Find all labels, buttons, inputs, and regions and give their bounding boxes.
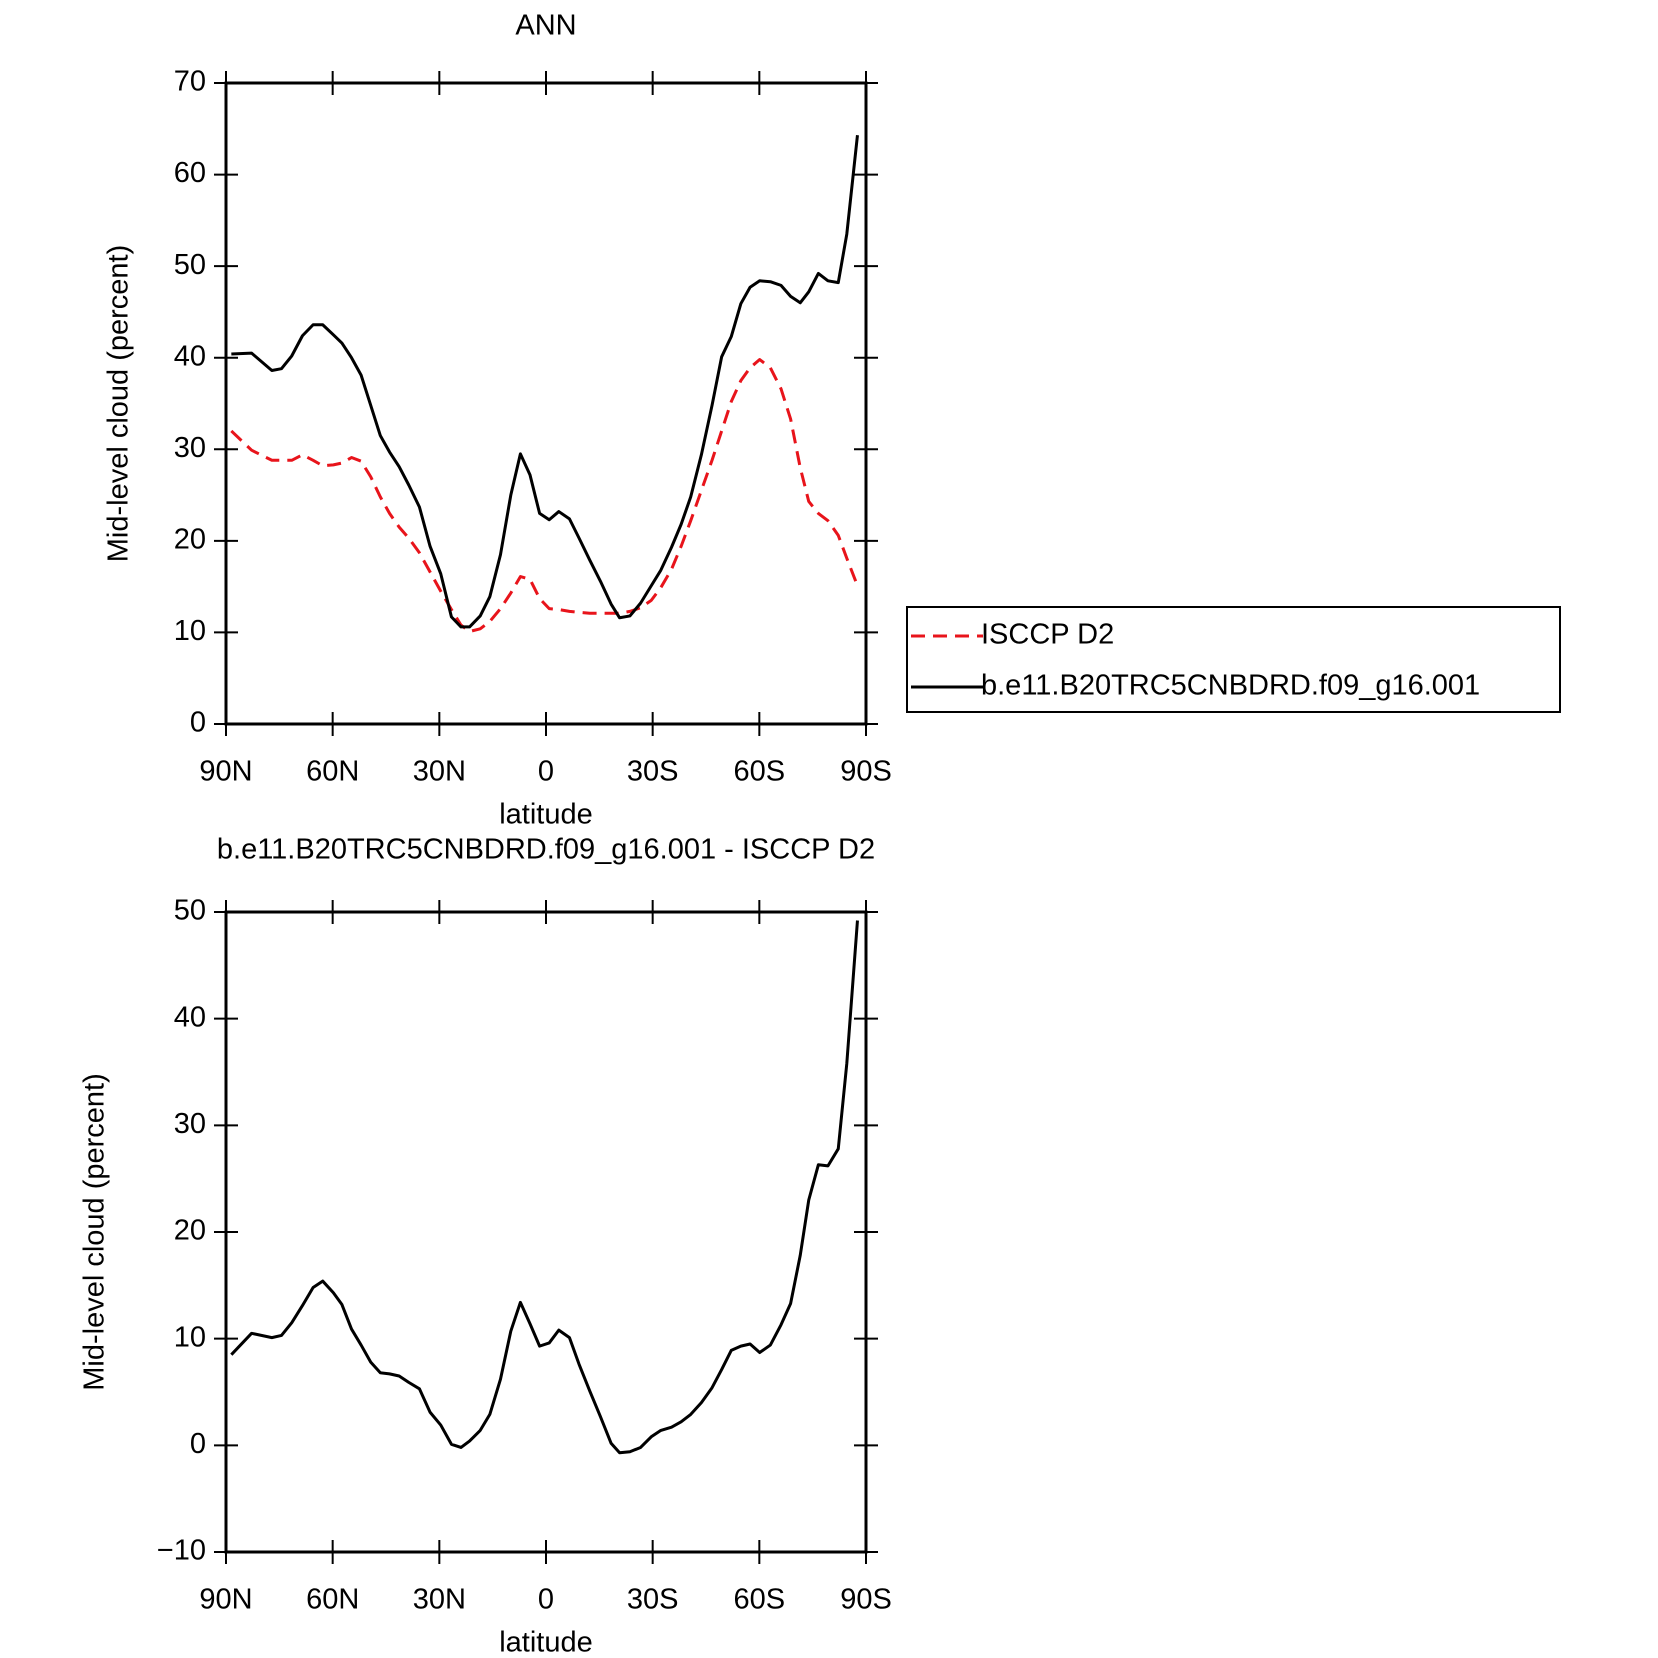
- y-tick-label: 60: [174, 157, 206, 189]
- chart-title: b.e11.B20TRC5CNBDRD.f09_g16.001 - ISCCP …: [217, 834, 875, 866]
- chart-title: ANN: [515, 10, 576, 42]
- data-line: [231, 135, 859, 629]
- plot-frame: [224, 910, 868, 1554]
- y-axis-label: Mid-level cloud (percent): [79, 1073, 111, 1391]
- x-tick-label: 90N: [199, 1584, 252, 1616]
- x-tick-label: 60S: [734, 1584, 786, 1616]
- y-tick-label: 40: [174, 1001, 206, 1033]
- y-tick-label: 70: [174, 66, 206, 98]
- plot-frame: [224, 81, 868, 726]
- y-tick-label: 50: [174, 249, 206, 281]
- y-tick-label: 0: [190, 707, 206, 739]
- y-tick-label: 20: [174, 1215, 206, 1247]
- x-tick-label: 30S: [627, 756, 679, 788]
- legend-box: [906, 606, 1561, 713]
- x-tick-label: 30N: [413, 1584, 466, 1616]
- x-tick-label: 60N: [306, 756, 359, 788]
- y-tick-label: 10: [174, 1321, 206, 1353]
- x-axis-label: latitude: [499, 1627, 593, 1658]
- legend-label: ISCCP D2: [981, 619, 1114, 651]
- x-tick-label: 30N: [413, 756, 466, 788]
- x-tick-label: 90S: [840, 756, 892, 788]
- x-tick-label: 60S: [734, 756, 786, 788]
- data-line: [230, 920, 859, 1455]
- x-tick-label: 90S: [840, 1584, 892, 1616]
- y-tick-label: 40: [174, 340, 206, 372]
- x-tick-label: 60N: [306, 1584, 359, 1616]
- legend-label: b.e11.B20TRC5CNBDRD.f09_g16.001: [981, 670, 1480, 702]
- x-axis-label: latitude: [499, 799, 593, 831]
- y-tick-label: −10: [157, 1535, 206, 1567]
- y-tick-label: 10: [174, 615, 206, 647]
- data-line: [230, 358, 859, 634]
- x-tick-label: 0: [538, 756, 554, 788]
- x-tick-label: 90N: [199, 756, 252, 788]
- x-tick-label: 30S: [627, 1584, 679, 1616]
- y-tick-label: 20: [174, 524, 206, 556]
- y-tick-label: 50: [174, 895, 206, 927]
- y-tick-label: 0: [190, 1428, 206, 1460]
- x-tick-label: 0: [538, 1584, 554, 1616]
- y-tick-label: 30: [174, 1108, 206, 1140]
- y-axis-label: Mid-level cloud (percent): [103, 245, 135, 563]
- y-tick-label: 30: [174, 432, 206, 464]
